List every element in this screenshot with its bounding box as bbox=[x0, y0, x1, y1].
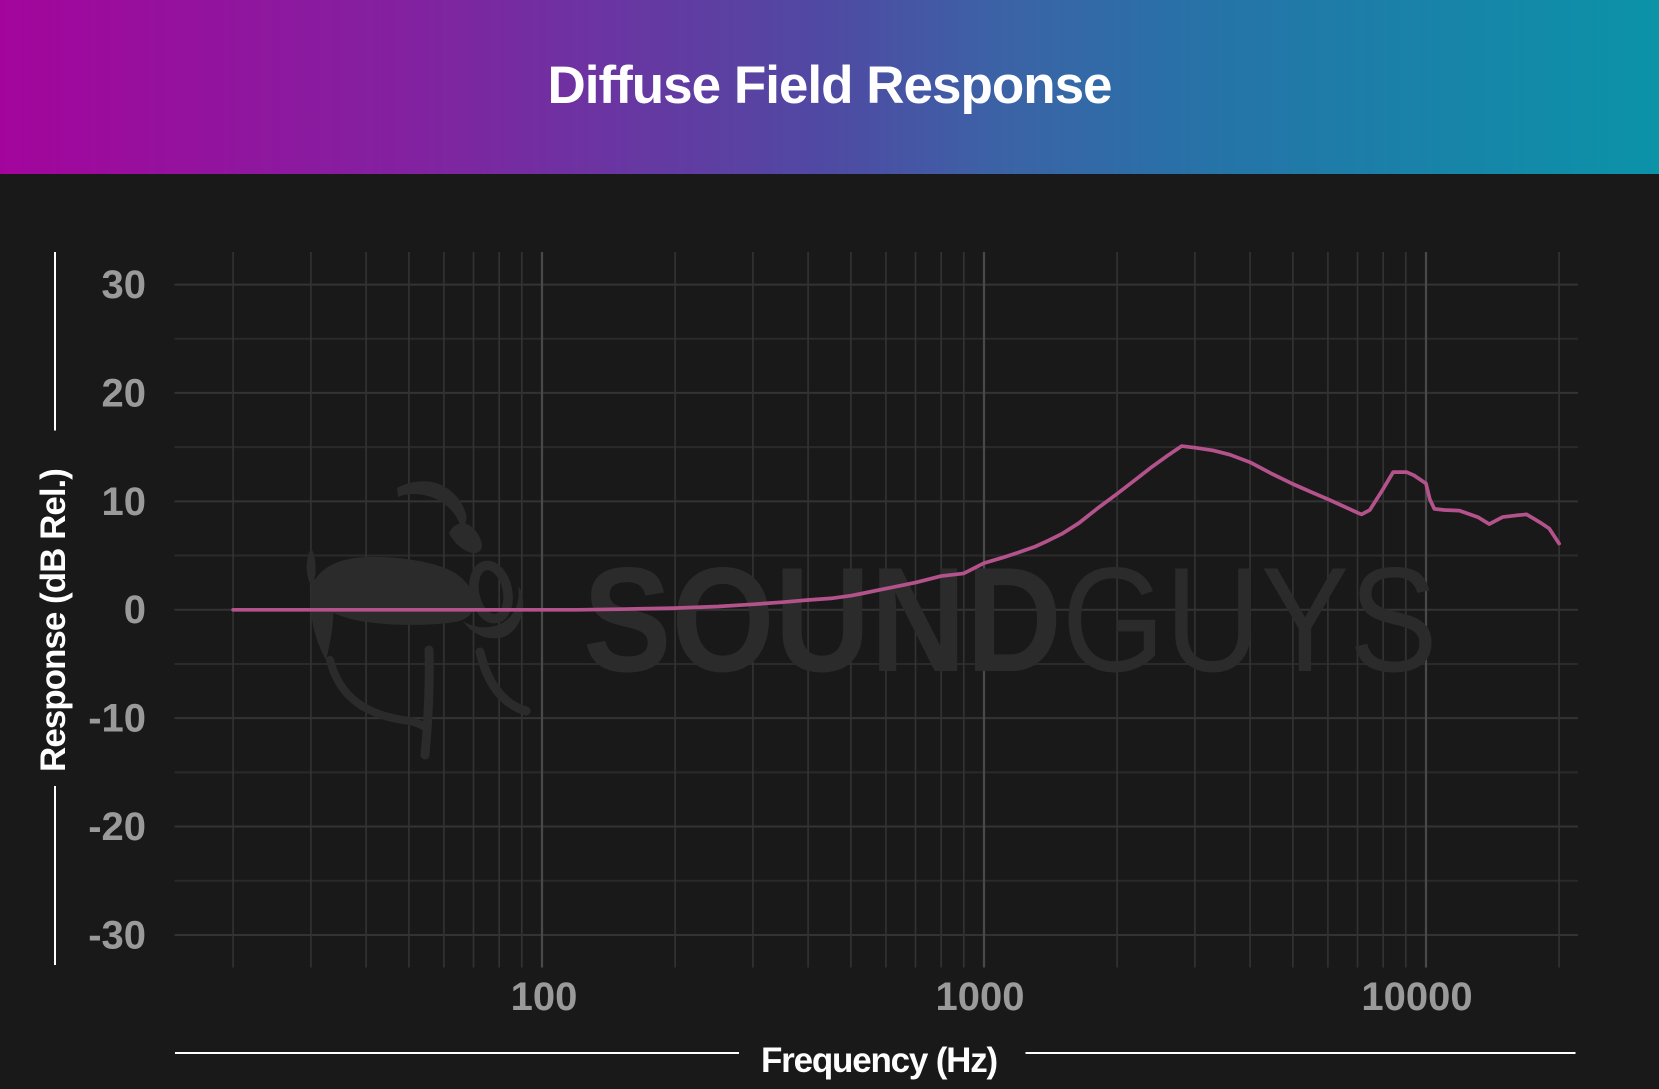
svg-text:100: 100 bbox=[511, 975, 578, 1019]
svg-text:0: 0 bbox=[124, 588, 146, 632]
svg-text:Frequency (Hz): Frequency (Hz) bbox=[761, 1041, 997, 1080]
svg-text:20: 20 bbox=[102, 371, 147, 415]
svg-text:10000: 10000 bbox=[1361, 975, 1472, 1019]
svg-text:Response (dB Rel.): Response (dB Rel.) bbox=[34, 469, 73, 772]
svg-text:10: 10 bbox=[102, 480, 147, 524]
svg-text:30: 30 bbox=[102, 263, 147, 307]
svg-text:SOUNDGUYS: SOUNDGUYS bbox=[583, 536, 1438, 703]
svg-text:1000: 1000 bbox=[936, 975, 1025, 1019]
svg-text:-10: -10 bbox=[88, 697, 146, 741]
svg-text:-20: -20 bbox=[88, 805, 146, 849]
svg-text:-30: -30 bbox=[88, 914, 146, 958]
